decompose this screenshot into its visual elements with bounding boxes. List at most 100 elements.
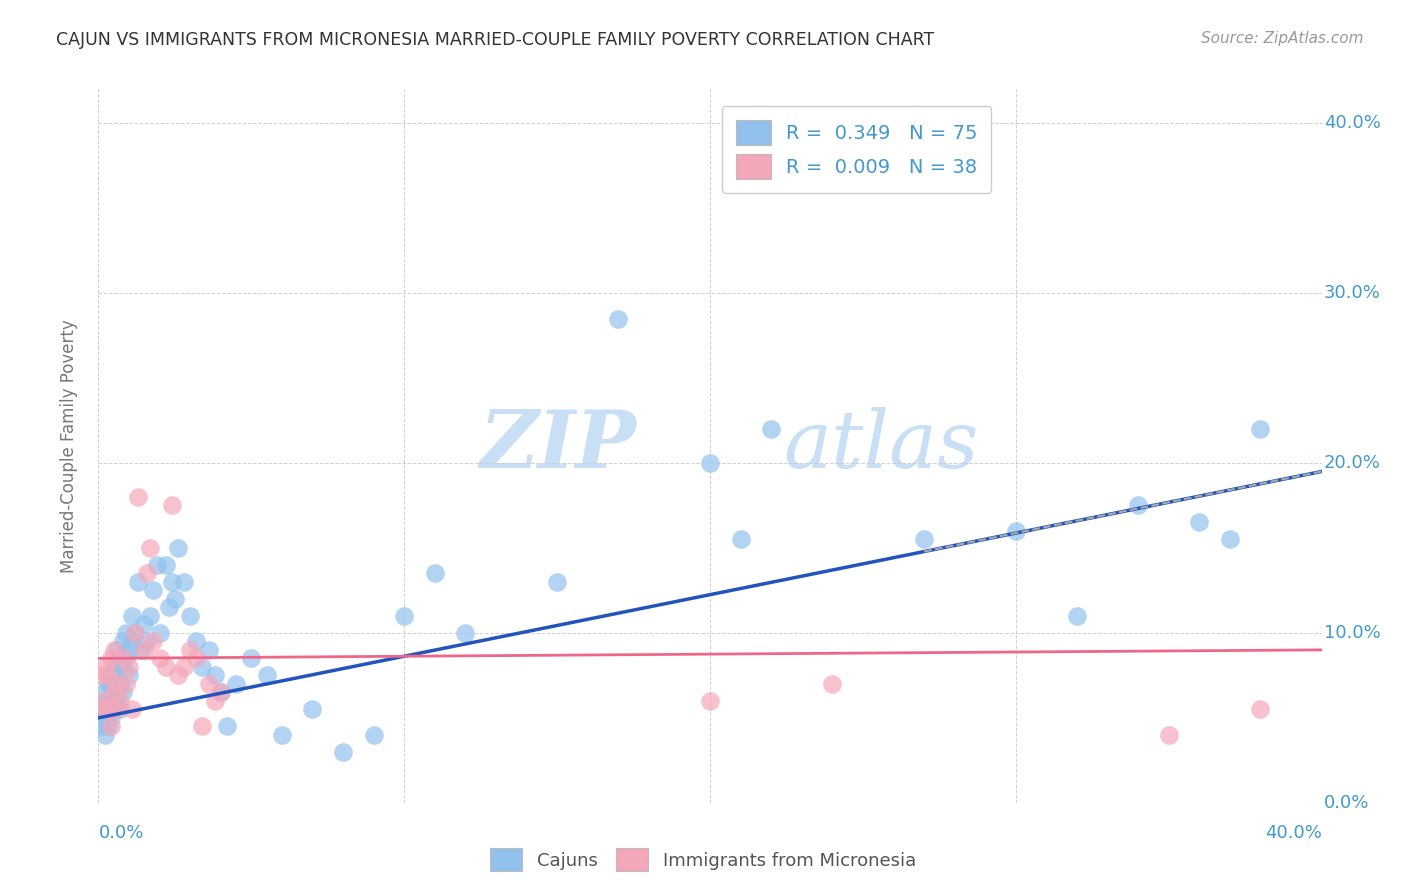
Point xyxy=(97,668,120,682)
Text: atlas: atlas xyxy=(783,408,979,484)
Text: ZIP: ZIP xyxy=(479,408,637,484)
Text: 40.0%: 40.0% xyxy=(1324,114,1381,132)
Point xyxy=(121,608,143,623)
Text: 20.0%: 20.0% xyxy=(1324,454,1381,472)
Point xyxy=(90,702,112,716)
Point xyxy=(97,702,120,716)
Text: 0.0%: 0.0% xyxy=(1324,794,1369,812)
Point xyxy=(90,719,112,733)
Point xyxy=(103,668,125,682)
Point xyxy=(209,685,232,699)
Point xyxy=(155,660,177,674)
Point xyxy=(90,668,112,682)
Point xyxy=(124,626,146,640)
Text: 10.0%: 10.0% xyxy=(1324,624,1381,642)
Point xyxy=(1066,608,1088,623)
Point xyxy=(105,643,128,657)
Point xyxy=(1004,524,1026,538)
Point xyxy=(111,634,134,648)
Point xyxy=(197,677,219,691)
Point xyxy=(115,677,138,691)
Point xyxy=(108,694,131,708)
Point xyxy=(108,651,131,665)
Point xyxy=(173,660,195,674)
Point xyxy=(134,617,156,632)
Point xyxy=(209,685,232,699)
Point xyxy=(912,533,935,547)
Text: 40.0%: 40.0% xyxy=(1265,824,1322,842)
Point xyxy=(160,574,183,589)
Point xyxy=(423,566,446,581)
Point xyxy=(215,719,238,733)
Point xyxy=(454,626,477,640)
Point xyxy=(103,643,125,657)
Point xyxy=(121,634,143,648)
Point xyxy=(163,591,186,606)
Point xyxy=(1157,728,1180,742)
Point xyxy=(186,651,208,665)
Point xyxy=(108,702,131,716)
Point xyxy=(225,677,247,691)
Point xyxy=(197,643,219,657)
Point xyxy=(100,694,122,708)
Point xyxy=(103,660,125,674)
Point xyxy=(124,626,146,640)
Point xyxy=(93,711,115,725)
Point xyxy=(139,608,162,623)
Point xyxy=(149,651,172,665)
Point xyxy=(97,702,120,716)
Point xyxy=(167,668,190,682)
Point xyxy=(105,702,128,716)
Point xyxy=(103,694,125,708)
Point xyxy=(392,608,416,623)
Point xyxy=(108,677,131,691)
Point xyxy=(105,685,128,699)
Point xyxy=(105,668,128,682)
Point xyxy=(93,694,115,708)
Point xyxy=(179,643,201,657)
Point xyxy=(129,643,152,657)
Point xyxy=(149,626,172,640)
Point xyxy=(118,660,141,674)
Point xyxy=(145,558,167,572)
Point xyxy=(111,685,134,699)
Point xyxy=(256,668,278,682)
Legend: R =  0.349   N = 75, R =  0.009   N = 38: R = 0.349 N = 75, R = 0.009 N = 38 xyxy=(723,106,991,193)
Text: CAJUN VS IMMIGRANTS FROM MICRONESIA MARRIED-COUPLE FAMILY POVERTY CORRELATION CH: CAJUN VS IMMIGRANTS FROM MICRONESIA MARR… xyxy=(56,31,935,49)
Point xyxy=(1128,499,1150,513)
Point xyxy=(93,685,115,699)
Point xyxy=(240,651,263,665)
Point xyxy=(155,558,177,572)
Point xyxy=(191,719,214,733)
Point xyxy=(1188,516,1211,530)
Point xyxy=(270,728,292,742)
Legend: Cajuns, Immigrants from Micronesia: Cajuns, Immigrants from Micronesia xyxy=(482,841,924,879)
Point xyxy=(127,574,149,589)
Point xyxy=(730,533,752,547)
Text: 0.0%: 0.0% xyxy=(98,824,143,842)
Point xyxy=(103,685,125,699)
Point xyxy=(97,677,120,691)
Point xyxy=(699,456,721,470)
Point xyxy=(136,634,159,648)
Point xyxy=(136,566,159,581)
Point xyxy=(546,574,568,589)
Point xyxy=(100,719,122,733)
Point xyxy=(97,694,120,708)
Point xyxy=(186,634,208,648)
Text: 30.0%: 30.0% xyxy=(1324,284,1381,302)
Point xyxy=(118,668,141,682)
Point xyxy=(821,677,844,691)
Point xyxy=(142,634,165,648)
Point xyxy=(1219,533,1241,547)
Point xyxy=(301,702,323,716)
Point xyxy=(363,728,385,742)
Point xyxy=(105,677,128,691)
Point xyxy=(118,643,141,657)
Point xyxy=(103,702,125,716)
Point xyxy=(121,702,143,716)
Point xyxy=(100,711,122,725)
Point xyxy=(93,728,115,742)
Point xyxy=(111,660,134,674)
Point xyxy=(179,608,201,623)
